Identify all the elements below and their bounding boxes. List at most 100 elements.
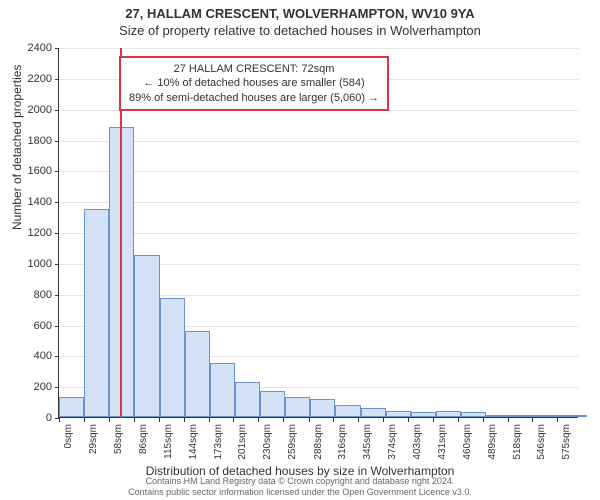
xtick-mark [383, 418, 384, 422]
xtick-label: 345sqm [362, 424, 373, 460]
histogram-bar [537, 415, 562, 417]
ytick-mark [55, 295, 59, 296]
ytick-label: 1600 [12, 165, 52, 177]
xtick-label: 201sqm [237, 424, 248, 460]
xtick-label: 546sqm [536, 424, 547, 460]
gridline [59, 141, 579, 142]
xtick-mark [84, 418, 85, 422]
ytick-mark [55, 356, 59, 357]
xtick-label: 403sqm [412, 424, 423, 460]
xtick-label: 29sqm [88, 424, 99, 454]
histogram-bar [134, 255, 159, 417]
ytick-mark [55, 79, 59, 80]
xtick-label: 489sqm [487, 424, 498, 460]
ytick-mark [55, 326, 59, 327]
xtick-label: 575sqm [561, 424, 572, 460]
histogram-bar [235, 382, 260, 417]
xtick-mark [109, 418, 110, 422]
xtick-mark [184, 418, 185, 422]
xtick-mark [458, 418, 459, 422]
histogram-bar [310, 399, 335, 418]
xtick-label: 460sqm [462, 424, 473, 460]
xtick-mark [283, 418, 284, 422]
histogram-bar [160, 298, 185, 417]
histogram-bar [185, 331, 210, 417]
ytick-label: 400 [12, 350, 52, 362]
histogram-bar [511, 415, 536, 417]
xtick-mark [159, 418, 160, 422]
xtick-label: 86sqm [138, 424, 149, 454]
ytick-label: 800 [12, 289, 52, 301]
chart-area: 0sqm29sqm58sqm86sqm115sqm144sqm173sqm201… [58, 48, 578, 418]
chart-title-main: 27, HALLAM CRESCENT, WOLVERHAMPTON, WV10… [0, 0, 600, 21]
annotation-box: 27 HALLAM CRESCENT: 72sqm← 10% of detach… [119, 56, 389, 111]
xtick-label: 115sqm [163, 424, 174, 459]
xtick-label: 0sqm [63, 424, 74, 448]
gridline [59, 233, 579, 234]
annotation-line: ← 10% of detached houses are smaller (58… [129, 76, 379, 90]
ytick-label: 2400 [12, 42, 52, 54]
xtick-label: 316sqm [337, 424, 348, 460]
annotation-line: 27 HALLAM CRESCENT: 72sqm [129, 62, 379, 76]
xtick-mark [508, 418, 509, 422]
histogram-bar [260, 391, 285, 417]
xtick-mark [483, 418, 484, 422]
ytick-mark [55, 110, 59, 111]
xtick-mark [433, 418, 434, 422]
xtick-mark [59, 418, 60, 422]
histogram-bar [386, 411, 411, 417]
xtick-mark [532, 418, 533, 422]
ytick-mark [55, 264, 59, 265]
xtick-mark [209, 418, 210, 422]
histogram-bar [59, 397, 84, 417]
xtick-label: 374sqm [387, 424, 398, 460]
chart-container: 27, HALLAM CRESCENT, WOLVERHAMPTON, WV10… [0, 0, 600, 500]
chart-footer: Contains HM Land Registry data © Crown c… [0, 476, 600, 498]
histogram-bar [285, 397, 310, 417]
ytick-label: 1400 [12, 196, 52, 208]
plot-region: 0sqm29sqm58sqm86sqm115sqm144sqm173sqm201… [58, 48, 578, 418]
histogram-bar [436, 411, 461, 417]
xtick-mark [333, 418, 334, 422]
xtick-label: 431sqm [437, 424, 448, 460]
ytick-label: 1200 [12, 227, 52, 239]
histogram-bar [562, 415, 587, 417]
xtick-mark [233, 418, 234, 422]
xtick-mark [134, 418, 135, 422]
ytick-label: 2200 [12, 73, 52, 85]
histogram-bar [361, 408, 386, 417]
histogram-bar [461, 412, 486, 417]
gridline [59, 48, 579, 49]
ytick-mark [55, 233, 59, 234]
xtick-mark [557, 418, 558, 422]
ytick-mark [55, 171, 59, 172]
xtick-mark [358, 418, 359, 422]
chart-title-sub: Size of property relative to detached ho… [0, 21, 600, 38]
annotation-line: 89% of semi-detached houses are larger (… [129, 91, 379, 105]
gridline [59, 202, 579, 203]
xtick-label: 58sqm [113, 424, 124, 454]
histogram-bar [84, 209, 109, 417]
ytick-mark [55, 141, 59, 142]
ytick-label: 600 [12, 320, 52, 332]
ytick-label: 0 [12, 412, 52, 424]
xtick-label: 144sqm [188, 424, 199, 460]
histogram-bar [486, 415, 511, 417]
ytick-mark [55, 387, 59, 388]
xtick-label: 288sqm [313, 424, 324, 460]
ytick-label: 200 [12, 381, 52, 393]
xtick-mark [309, 418, 310, 422]
ytick-mark [55, 202, 59, 203]
xtick-mark [408, 418, 409, 422]
histogram-bar [411, 412, 436, 417]
ytick-label: 2000 [12, 104, 52, 116]
xtick-mark [258, 418, 259, 422]
ytick-mark [55, 48, 59, 49]
xtick-label: 259sqm [287, 424, 298, 460]
xtick-label: 518sqm [512, 424, 523, 460]
xtick-label: 173sqm [213, 424, 224, 460]
histogram-bar [335, 405, 360, 417]
gridline [59, 171, 579, 172]
histogram-bar [210, 363, 235, 417]
footer-line-2: Contains public sector information licen… [0, 487, 600, 498]
